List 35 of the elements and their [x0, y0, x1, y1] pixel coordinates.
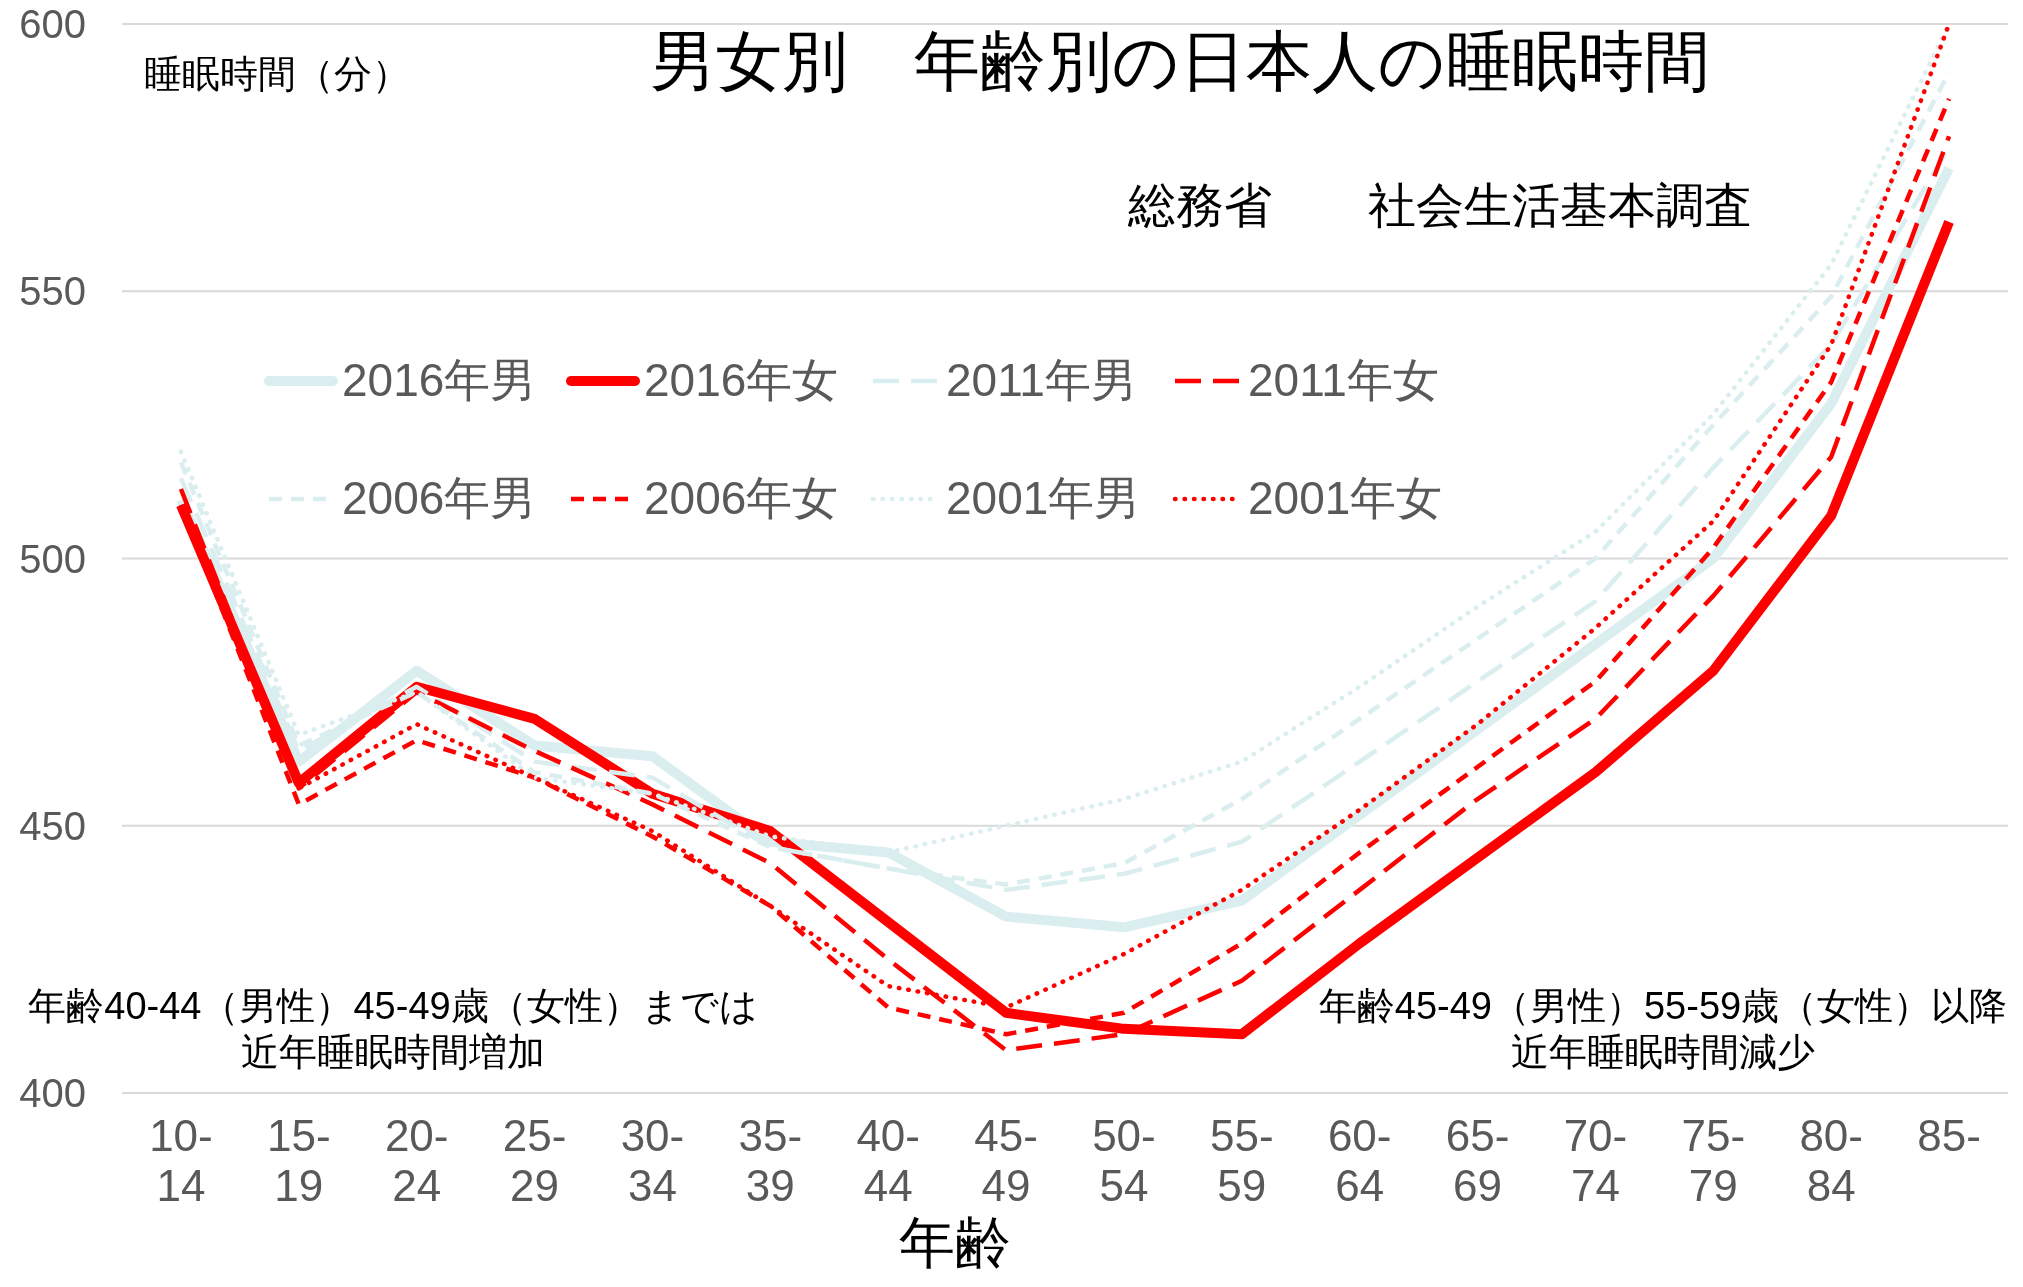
legend-label: 2011年女	[1248, 353, 1439, 408]
y-axis-title: 睡眠時間（分）	[144, 53, 410, 97]
x-tick-label: 80-84	[1799, 1111, 1863, 1210]
x-tick-label: 60-64	[1327, 1111, 1392, 1210]
x-tick-label: 70-74	[1563, 1111, 1628, 1210]
x-tick-label: 50-54	[1092, 1111, 1156, 1210]
y-tick-label: 550	[19, 269, 86, 314]
legend-label: 2016年女	[644, 353, 839, 408]
legend-label: 2006年男	[342, 471, 537, 526]
legend-label: 2001年女	[1248, 471, 1443, 526]
x-tick-label: 20-24	[384, 1111, 449, 1210]
x-tick-label: 85-	[1917, 1111, 1981, 1160]
legend-label: 2016年男	[342, 353, 537, 408]
chart-title: 男女別 年齢別の日本人の睡眠時間	[650, 24, 1710, 100]
legend-label: 2011年男	[946, 353, 1137, 408]
x-tick-label: 10-14	[149, 1111, 213, 1210]
x-tick-label: 45-49	[974, 1111, 1038, 1210]
annotation: 年齢45-49（男性）55-59歳（女性）以降近年睡眠時間減少	[1317, 984, 2009, 1075]
x-tick-label: 30-34	[620, 1111, 685, 1210]
legend-label: 2001年男	[946, 471, 1141, 526]
y-tick-label: 450	[19, 803, 86, 848]
text: 総務省 社会生活基本調査	[1128, 178, 1752, 234]
annotation: 年齢40-44（男性）45-49歳（女性）までは近年睡眠時間増加	[28, 985, 758, 1073]
x-tick-label: 40-44	[856, 1111, 920, 1210]
y-tick-label: 600	[19, 2, 86, 47]
x-tick-label: 35-39	[738, 1111, 803, 1210]
legend-label: 2006年女	[644, 471, 839, 526]
x-tick-label: 75-79	[1681, 1111, 1746, 1210]
x-tick-label: 15-19	[267, 1111, 331, 1210]
x-tick-label: 55-59	[1210, 1111, 1274, 1210]
x-axis-title: 年齢	[899, 1211, 1011, 1276]
x-tick-label: 65-69	[1445, 1111, 1510, 1210]
x-tick-label: 25-29	[502, 1111, 567, 1210]
y-tick-label: 500	[19, 536, 86, 581]
y-tick-label: 400	[19, 1071, 86, 1116]
